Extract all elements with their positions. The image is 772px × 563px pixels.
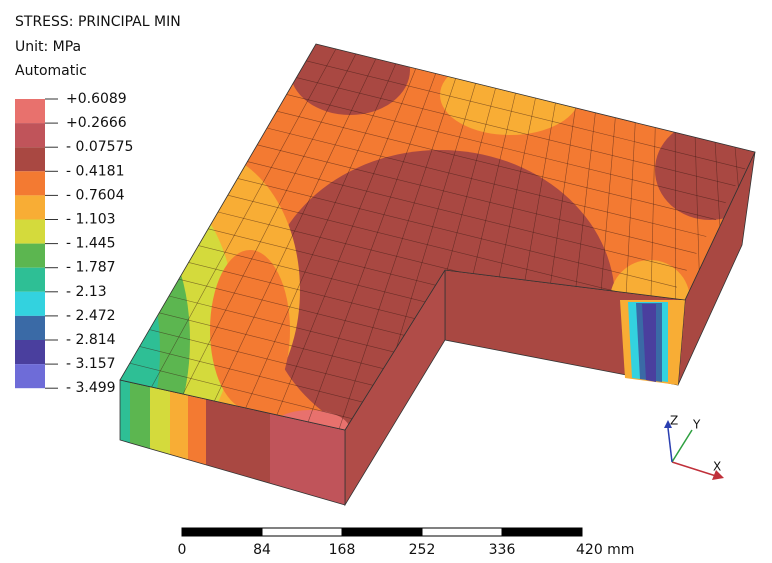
legend: +0.6089 +0.2666 - 0.07575 - 0.4181 - 0.7604 -… xyxy=(15,91,133,396)
legend-label: - 1.103 xyxy=(66,212,116,228)
legend-swatch xyxy=(15,267,45,292)
scale-segment xyxy=(501,527,583,537)
unit: Unit: MPa xyxy=(15,39,81,55)
mesh-line xyxy=(306,60,746,170)
mesh-line xyxy=(276,110,717,220)
stress-stripes xyxy=(620,300,685,385)
legend-swatch xyxy=(15,99,45,124)
legend-swatch xyxy=(15,315,45,340)
legend-swatch xyxy=(15,340,45,365)
mesh-line xyxy=(305,73,437,430)
mesh-line xyxy=(266,127,707,237)
mesh-line xyxy=(247,161,687,271)
mesh-line xyxy=(181,53,357,397)
legend-label: - 0.7604 xyxy=(66,187,125,203)
mesh-line xyxy=(227,194,668,305)
scale-label: 84 xyxy=(253,542,271,558)
mesh-line xyxy=(286,94,726,203)
mesh-line xyxy=(243,63,397,413)
legend-label: - 2.472 xyxy=(66,308,116,324)
legend-label: - 1.445 xyxy=(66,236,116,252)
axis-y: Y xyxy=(692,418,701,432)
legend-label: +0.2666 xyxy=(66,115,127,131)
title: STRESS: PRINCIPAL MIN xyxy=(15,14,181,30)
legend-swatch xyxy=(15,291,45,316)
mesh-line xyxy=(754,151,755,430)
legend-label: - 3.157 xyxy=(66,356,116,372)
scale-label: 336 xyxy=(489,542,516,558)
legend-swatch xyxy=(15,219,45,244)
mesh-line xyxy=(257,144,697,254)
mesh-line xyxy=(336,78,456,430)
legend-label: - 0.4181 xyxy=(66,163,125,179)
legend-swatch xyxy=(15,123,45,148)
scale-label: 252 xyxy=(409,542,436,558)
legend-label: - 3.499 xyxy=(66,380,116,396)
axis-triad: Z Y X xyxy=(664,414,724,480)
legend-swatch xyxy=(15,243,45,268)
mesh-line xyxy=(296,77,736,187)
scale-bar: 0 84 168 252 336 420 mm xyxy=(178,527,634,558)
scale-segment xyxy=(341,527,423,537)
scale-segment xyxy=(421,527,503,537)
mesh-line xyxy=(237,178,678,288)
scale-segment xyxy=(261,527,343,537)
mesh-line xyxy=(212,58,377,405)
legend-label: +0.6089 xyxy=(66,91,127,107)
legend-label: - 1.787 xyxy=(66,260,116,276)
legend-label: - 0.07575 xyxy=(66,139,133,155)
legend-label: - 2.814 xyxy=(66,332,116,348)
legend-swatch xyxy=(15,364,45,389)
axis-z: Z xyxy=(670,414,678,428)
mesh-line xyxy=(129,362,570,430)
scale-label: 0 xyxy=(178,542,187,558)
axis-x: X xyxy=(713,460,721,474)
model xyxy=(119,43,756,507)
mode: Automatic xyxy=(15,63,87,79)
scale-label: 168 xyxy=(329,542,356,558)
mesh-line xyxy=(139,346,580,430)
top-face xyxy=(120,44,755,430)
legend-swatch xyxy=(15,147,45,172)
mesh-line xyxy=(274,68,417,422)
scale-segment xyxy=(181,527,263,537)
scale-label: 420 mm xyxy=(576,542,634,558)
legend-swatch xyxy=(15,195,45,220)
legend-label: - 2.13 xyxy=(66,284,107,300)
legend-swatch xyxy=(15,171,45,196)
